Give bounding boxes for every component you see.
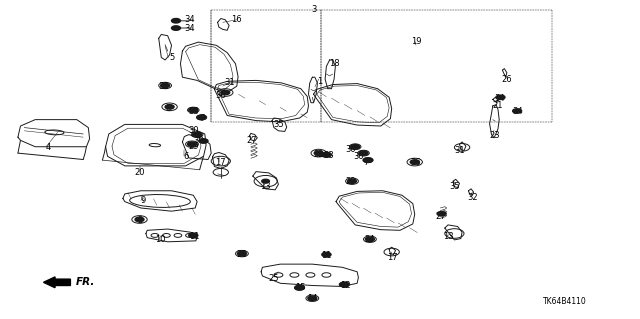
Circle shape [437, 211, 446, 216]
Text: 18: 18 [330, 59, 340, 68]
Text: 32: 32 [467, 193, 477, 202]
Text: 30: 30 [193, 136, 204, 145]
Text: 3: 3 [311, 5, 316, 14]
Text: 9: 9 [140, 197, 145, 205]
FancyArrow shape [44, 277, 70, 288]
Circle shape [364, 158, 372, 162]
Text: 27: 27 [435, 212, 445, 221]
Text: 17: 17 [387, 253, 397, 262]
Circle shape [348, 179, 356, 183]
Circle shape [189, 108, 198, 112]
Text: 13: 13 [260, 182, 271, 191]
Text: 32: 32 [158, 82, 168, 91]
Circle shape [161, 83, 170, 88]
Text: 23: 23 [490, 131, 500, 140]
Circle shape [189, 233, 198, 238]
Circle shape [199, 139, 208, 143]
Text: 34: 34 [185, 24, 195, 33]
Text: 2: 2 [137, 216, 142, 225]
Text: 21: 21 [493, 101, 503, 110]
Text: 6: 6 [183, 152, 188, 161]
Circle shape [340, 282, 349, 287]
Text: TK64B4110: TK64B4110 [543, 297, 586, 306]
Text: 30: 30 [353, 152, 364, 161]
Circle shape [135, 217, 144, 222]
Text: 20: 20 [134, 168, 145, 177]
Text: 26: 26 [502, 75, 512, 84]
Text: 22: 22 [314, 150, 324, 159]
Circle shape [237, 251, 246, 256]
Circle shape [359, 151, 368, 155]
Text: 31: 31 [224, 78, 234, 87]
Text: 29: 29 [189, 142, 199, 151]
Text: 7: 7 [364, 158, 369, 167]
Circle shape [262, 179, 269, 183]
Text: 24: 24 [365, 235, 375, 244]
Text: 15: 15 [296, 283, 306, 292]
Text: 13: 13 [443, 232, 453, 241]
Text: FR.: FR. [76, 277, 95, 287]
Circle shape [197, 115, 206, 120]
Text: 11: 11 [189, 232, 199, 241]
Text: 29: 29 [346, 177, 356, 186]
Circle shape [172, 26, 180, 30]
Text: 12: 12 [340, 281, 351, 290]
Text: 30: 30 [189, 126, 199, 135]
Text: 28: 28 [237, 250, 247, 259]
Circle shape [295, 286, 304, 290]
Text: 7: 7 [199, 114, 204, 123]
Circle shape [308, 296, 317, 300]
Text: 34: 34 [494, 94, 504, 103]
Text: 25: 25 [269, 274, 279, 283]
Text: 17: 17 [216, 158, 226, 167]
Circle shape [365, 237, 374, 241]
Circle shape [351, 145, 360, 149]
Text: 35: 35 [449, 182, 460, 191]
Text: 10: 10 [155, 235, 165, 244]
Circle shape [322, 252, 331, 257]
Text: 11: 11 [321, 251, 332, 260]
Text: 35: 35 [273, 120, 284, 129]
Text: 33: 33 [323, 151, 333, 160]
Circle shape [165, 105, 174, 109]
Text: 31: 31 [454, 146, 465, 155]
Text: 34: 34 [185, 15, 195, 24]
Circle shape [314, 151, 323, 155]
Circle shape [513, 109, 522, 113]
Text: 36: 36 [411, 158, 421, 167]
Text: 27: 27 [246, 136, 257, 145]
Text: 4: 4 [45, 143, 51, 152]
Text: 34: 34 [512, 107, 522, 116]
Text: 8: 8 [166, 104, 171, 113]
Circle shape [322, 152, 331, 157]
Text: 1: 1 [317, 77, 323, 86]
Text: 5: 5 [169, 53, 174, 62]
Circle shape [410, 160, 419, 164]
Text: 14: 14 [307, 294, 317, 303]
Text: 36: 36 [216, 91, 226, 100]
Circle shape [496, 95, 505, 100]
Circle shape [172, 19, 180, 23]
Text: 19: 19 [411, 37, 421, 46]
Circle shape [221, 90, 230, 95]
Text: 30: 30 [346, 145, 356, 154]
Circle shape [193, 132, 202, 137]
Text: 16: 16 [232, 15, 242, 24]
Text: 33: 33 [189, 107, 199, 116]
Circle shape [188, 142, 196, 146]
